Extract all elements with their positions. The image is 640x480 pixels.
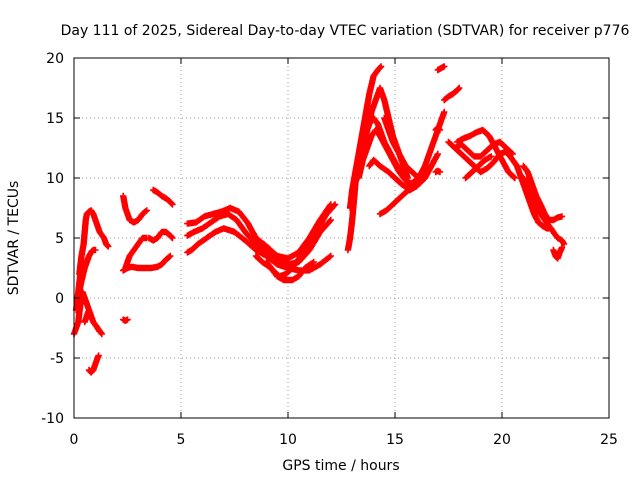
y-tick-label: 10: [46, 171, 64, 187]
plus-markers: [70, 63, 568, 376]
series-points: [70, 63, 568, 376]
y-tick-label: 15: [46, 111, 64, 127]
axis-ticks: 0 5 10 15 20 25 -10 -5 0 5 10 15 20: [41, 51, 618, 448]
x-tick-label: 25: [600, 432, 618, 448]
chart-title: Day 111 of 2025, Sidereal Day-to-day VTE…: [61, 23, 630, 39]
grid: [74, 58, 609, 418]
y-tick-label: 5: [55, 231, 64, 247]
x-axis-label: GPS time / hours: [282, 458, 399, 474]
x-tick-label: 0: [70, 432, 79, 448]
x-tick-label: 20: [493, 432, 511, 448]
x-tick-label: 10: [279, 432, 297, 448]
y-tick-label: -5: [50, 351, 64, 367]
y-tick-label: -10: [41, 411, 64, 427]
y-tick-label: 0: [55, 291, 64, 307]
x-tick-label: 15: [386, 432, 404, 448]
y-axis-label: SDTVAR / TECUs: [6, 181, 22, 296]
y-tick-label: 20: [46, 51, 64, 67]
x-tick-label: 5: [177, 432, 186, 448]
